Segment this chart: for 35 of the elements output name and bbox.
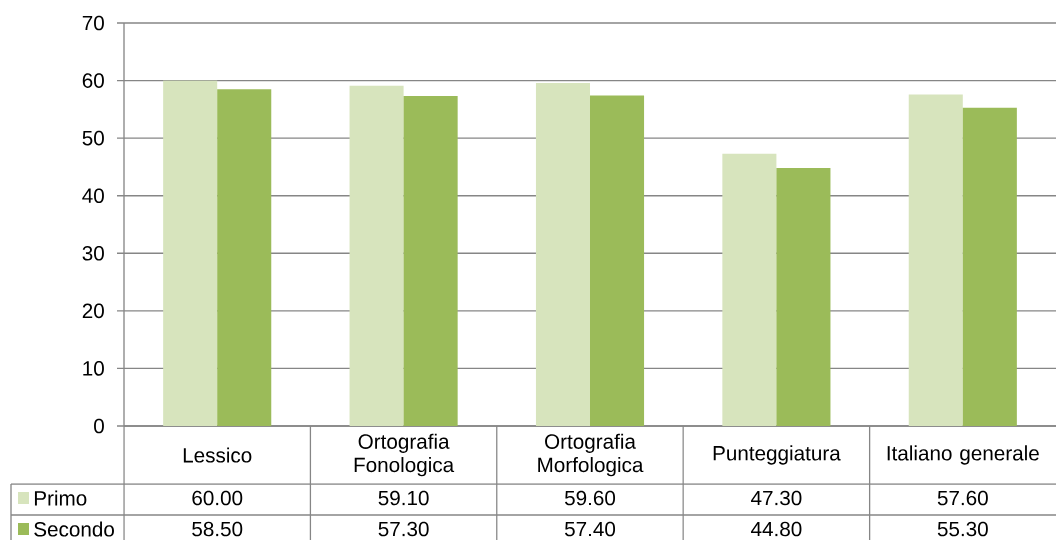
data-label: 57.60 [937,490,988,506]
bar [776,168,831,426]
bar [722,153,777,426]
data-label: 47.30 [751,490,802,506]
data-label: 59.10 [378,490,429,506]
bar [962,107,1017,426]
data-label: 55.30 [937,521,988,537]
y-tick-label: 30 [82,245,104,261]
bar [349,85,404,426]
data-label: 57.40 [564,521,616,537]
legend-label: Primo [34,490,87,506]
y-tick-label: 20 [82,303,104,319]
x-tick-label: Ortografia Morfologica [538,433,644,477]
y-tick-label: 10 [83,361,104,376]
bar [217,89,272,426]
x-tick-label: Italiano generale [887,445,1039,465]
y-tick-label: 40 [82,188,104,204]
bar [590,95,645,426]
data-label: 60.00 [192,490,243,506]
y-tick-label: 60 [82,73,104,88]
x-tick-label: Ortografia Fonologica [354,433,455,477]
y-tick-label: 50 [82,130,104,146]
data-label: 58.50 [192,521,243,537]
x-tick-label: Punteggiatura [713,445,841,465]
legend-label: Secondo [34,521,114,537]
bar [535,82,590,426]
y-tick-label: 70 [82,15,104,31]
data-label: 59.60 [564,490,616,506]
x-tick-label: Lessico [183,447,252,463]
data-label: 44.80 [751,521,802,537]
bar [163,80,218,426]
bar [908,94,963,426]
data-label: 57.30 [378,521,429,537]
y-tick-label: 0 [94,418,104,434]
bar [403,96,458,426]
